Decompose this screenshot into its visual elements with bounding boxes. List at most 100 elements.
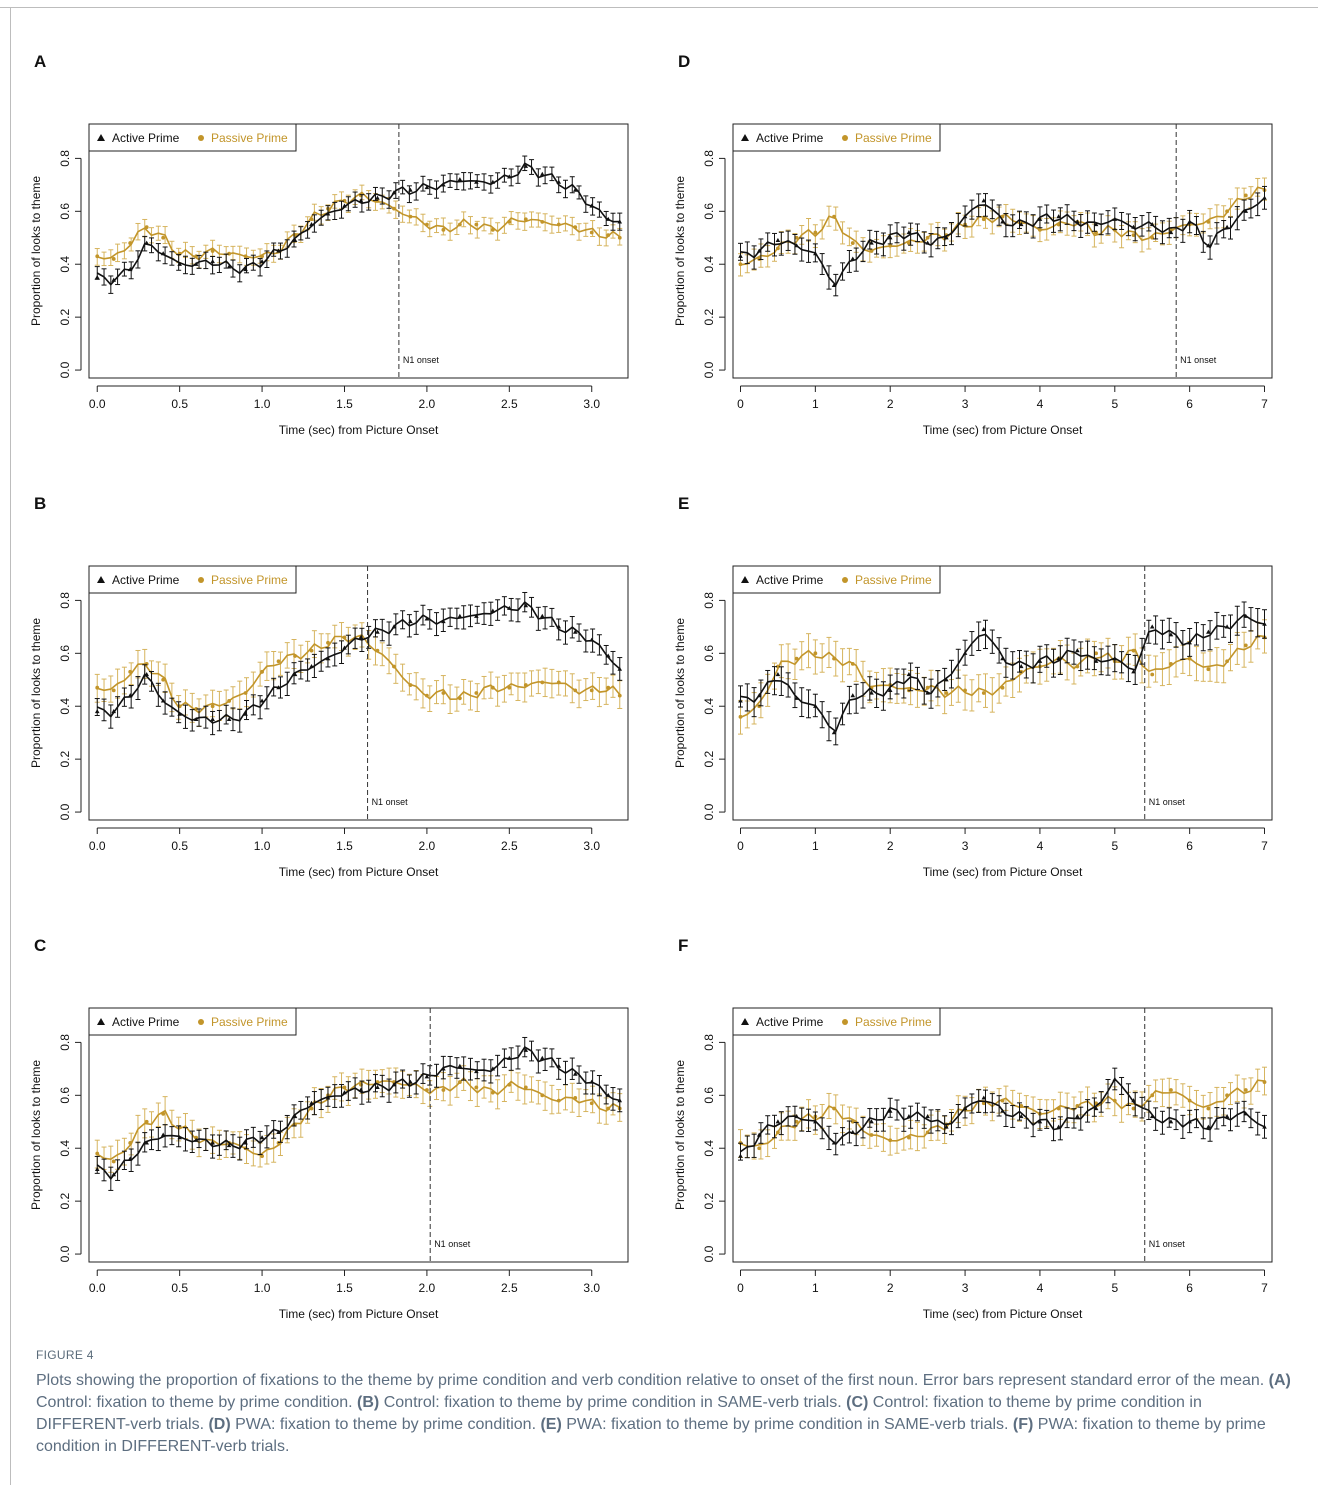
- data-point: [981, 1101, 986, 1106]
- data-point: [226, 264, 232, 269]
- caption-panel-ref: (A): [1268, 1372, 1291, 1389]
- data-point: [1112, 1076, 1118, 1082]
- data-point: [243, 1140, 248, 1145]
- data-point: [888, 243, 893, 248]
- chart-e: 0 1 2 3 4 5 6 7 Time (sec) from Picture Onset 0.0…: [673, 565, 1273, 879]
- y-tick-label: 0.2: [702, 308, 716, 325]
- data-point: [111, 1172, 117, 1177]
- data-point: [738, 698, 743, 703]
- data-point: [1131, 1106, 1136, 1111]
- series-line: [740, 634, 1265, 719]
- data-point: [259, 698, 265, 703]
- data-point: [1149, 624, 1155, 629]
- panel-e-letter: E: [678, 494, 690, 513]
- data-point: [243, 711, 248, 716]
- x-tick-label: 1.0: [254, 839, 271, 853]
- data-point: [128, 669, 133, 674]
- data-point: [128, 1141, 133, 1145]
- data-point: [210, 704, 215, 709]
- data-point: [160, 1132, 166, 1137]
- legend-passive-marker: [198, 1019, 204, 1025]
- data-point: [408, 619, 413, 624]
- n1-onset-label: N1 onset: [1149, 1239, 1186, 1249]
- data-point: [606, 1106, 611, 1111]
- y-axis-label: Proportion of looks to theme: [673, 176, 687, 326]
- data-point: [358, 198, 364, 203]
- x-tick-label: 2.5: [501, 1281, 518, 1295]
- data-point: [441, 1066, 446, 1071]
- data-point: [925, 690, 930, 695]
- data-point: [144, 225, 149, 230]
- x-tick-label: 1: [812, 839, 819, 853]
- data-point: [507, 1082, 512, 1087]
- data-point: [276, 659, 281, 664]
- data-point: [425, 1088, 429, 1092]
- data-point: [375, 1084, 380, 1089]
- legend-active-marker: [741, 134, 749, 141]
- series-passive-prime: [94, 184, 623, 269]
- figure-caption-text: Plots showing the proportion of fixation…: [36, 1370, 1298, 1458]
- data-point: [1187, 1119, 1192, 1124]
- legend-passive-label: Passive Prime: [211, 573, 288, 587]
- data-point: [1243, 208, 1249, 213]
- legend: Active Prime Passive Prime: [88, 123, 297, 152]
- data-point: [474, 613, 479, 618]
- data-point: [392, 206, 396, 211]
- panel-b: B 0.0 0.5 1.0 1.5 2.0 2.5 3.0 Time (sec) from P…: [29, 490, 672, 910]
- data-point: [193, 261, 199, 266]
- data-point: [193, 1137, 199, 1142]
- data-point: [869, 240, 874, 245]
- data-point: [342, 1090, 347, 1095]
- data-point: [1187, 640, 1192, 645]
- data-point: [906, 229, 912, 235]
- data-point: [1000, 1098, 1005, 1103]
- data-point: [490, 227, 495, 232]
- data-point: [177, 261, 182, 266]
- data-point: [260, 669, 264, 674]
- x-tick-label: 5: [1111, 839, 1118, 853]
- y-tick-label: 0.8: [58, 1034, 72, 1051]
- data-point: [425, 222, 429, 227]
- series-passive-prime: [94, 622, 623, 727]
- x-tick-label: 1.5: [336, 839, 353, 853]
- data-point: [1168, 229, 1174, 235]
- y-tick-label: 0.8: [702, 1034, 716, 1051]
- plot-frame: [732, 1007, 1273, 1263]
- series-line: [740, 1077, 1265, 1153]
- caption-panel-ref: (B): [357, 1394, 380, 1411]
- data-point: [408, 1079, 413, 1084]
- x-tick-label: 0: [737, 839, 744, 853]
- panel-b-letter: B: [34, 494, 47, 513]
- data-point: [128, 241, 133, 245]
- x-tick-label: 4: [1037, 397, 1044, 411]
- x-tick-label: 6: [1186, 1281, 1193, 1295]
- data-point: [944, 235, 949, 240]
- data-point: [507, 174, 512, 179]
- data-point: [539, 171, 545, 176]
- data-point: [523, 163, 529, 168]
- data-point: [523, 217, 528, 222]
- series-line: [740, 197, 1266, 287]
- data-point: [794, 243, 799, 248]
- data-point: [1019, 1103, 1024, 1108]
- data-point: [617, 235, 622, 240]
- data-point: [227, 251, 232, 256]
- data-point: [474, 691, 479, 695]
- data-point: [1206, 667, 1211, 672]
- data-point: [260, 254, 264, 259]
- legend-active-marker: [741, 1018, 749, 1025]
- data-point: [161, 677, 166, 682]
- data-point: [850, 241, 855, 245]
- series-active-prime: [737, 185, 1268, 297]
- data-point: [850, 1119, 855, 1124]
- legend: Active Prime Passive Prime: [732, 565, 941, 594]
- y-tick-label: 0.2: [58, 1192, 72, 1209]
- data-point: [177, 1135, 182, 1140]
- data-point: [1075, 219, 1080, 224]
- data-point: [850, 693, 856, 698]
- data-point: [963, 688, 967, 693]
- y-tick-label: 0.2: [58, 750, 72, 767]
- data-point: [1000, 219, 1005, 224]
- caption-panel-ref: (E): [540, 1416, 562, 1433]
- panel-c-letter: C: [34, 936, 47, 955]
